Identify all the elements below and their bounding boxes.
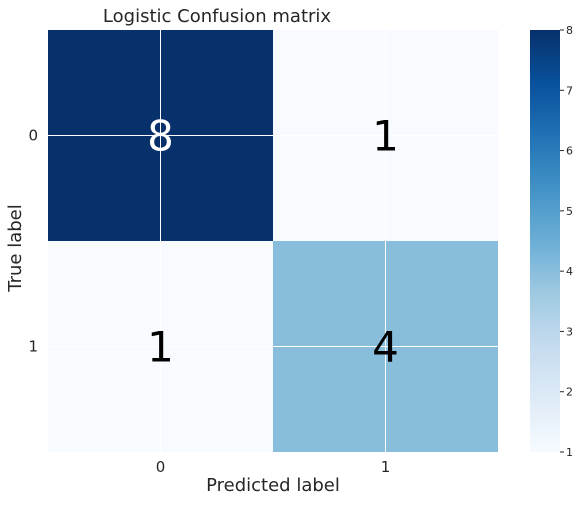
colorbar-ticks: 1 2 3 4 5 6 7 8: [560, 24, 573, 459]
colorbar-tick-label: 3: [566, 325, 573, 338]
cell-value-label-0-0: 8: [147, 112, 174, 161]
cell-value-label-1-1: 4: [372, 323, 399, 372]
x-tick-label: 0: [156, 458, 166, 476]
cell-value-labels: 8 1 1 4: [147, 112, 399, 372]
heatmap-cells: [48, 30, 498, 452]
colorbar-tick-label: 5: [566, 205, 573, 218]
y-tick-label: 0: [28, 127, 38, 145]
colorbar-tick-label: 4: [566, 265, 573, 278]
colorbar-tick-label: 1: [566, 446, 573, 459]
colorbar-tick-label: 2: [566, 386, 573, 399]
y-axis-label: True label: [5, 204, 26, 293]
cell-value-label-1-0: 1: [147, 323, 174, 372]
grid-lines: [48, 30, 498, 452]
colorbar-tick-label: 6: [566, 145, 573, 158]
y-axis-ticks: 01: [28, 127, 38, 356]
chart-title: Logistic Confusion matrix: [103, 6, 331, 27]
cell-value-label-0-1: 1: [372, 112, 399, 161]
colorbar-tick-label: 7: [566, 84, 573, 97]
x-axis-label: Predicted label: [206, 475, 340, 496]
y-tick-label: 1: [28, 338, 38, 356]
x-tick-label: 1: [381, 458, 391, 476]
colorbar-tick-label: 8: [566, 24, 573, 37]
colorbar: [530, 30, 560, 452]
